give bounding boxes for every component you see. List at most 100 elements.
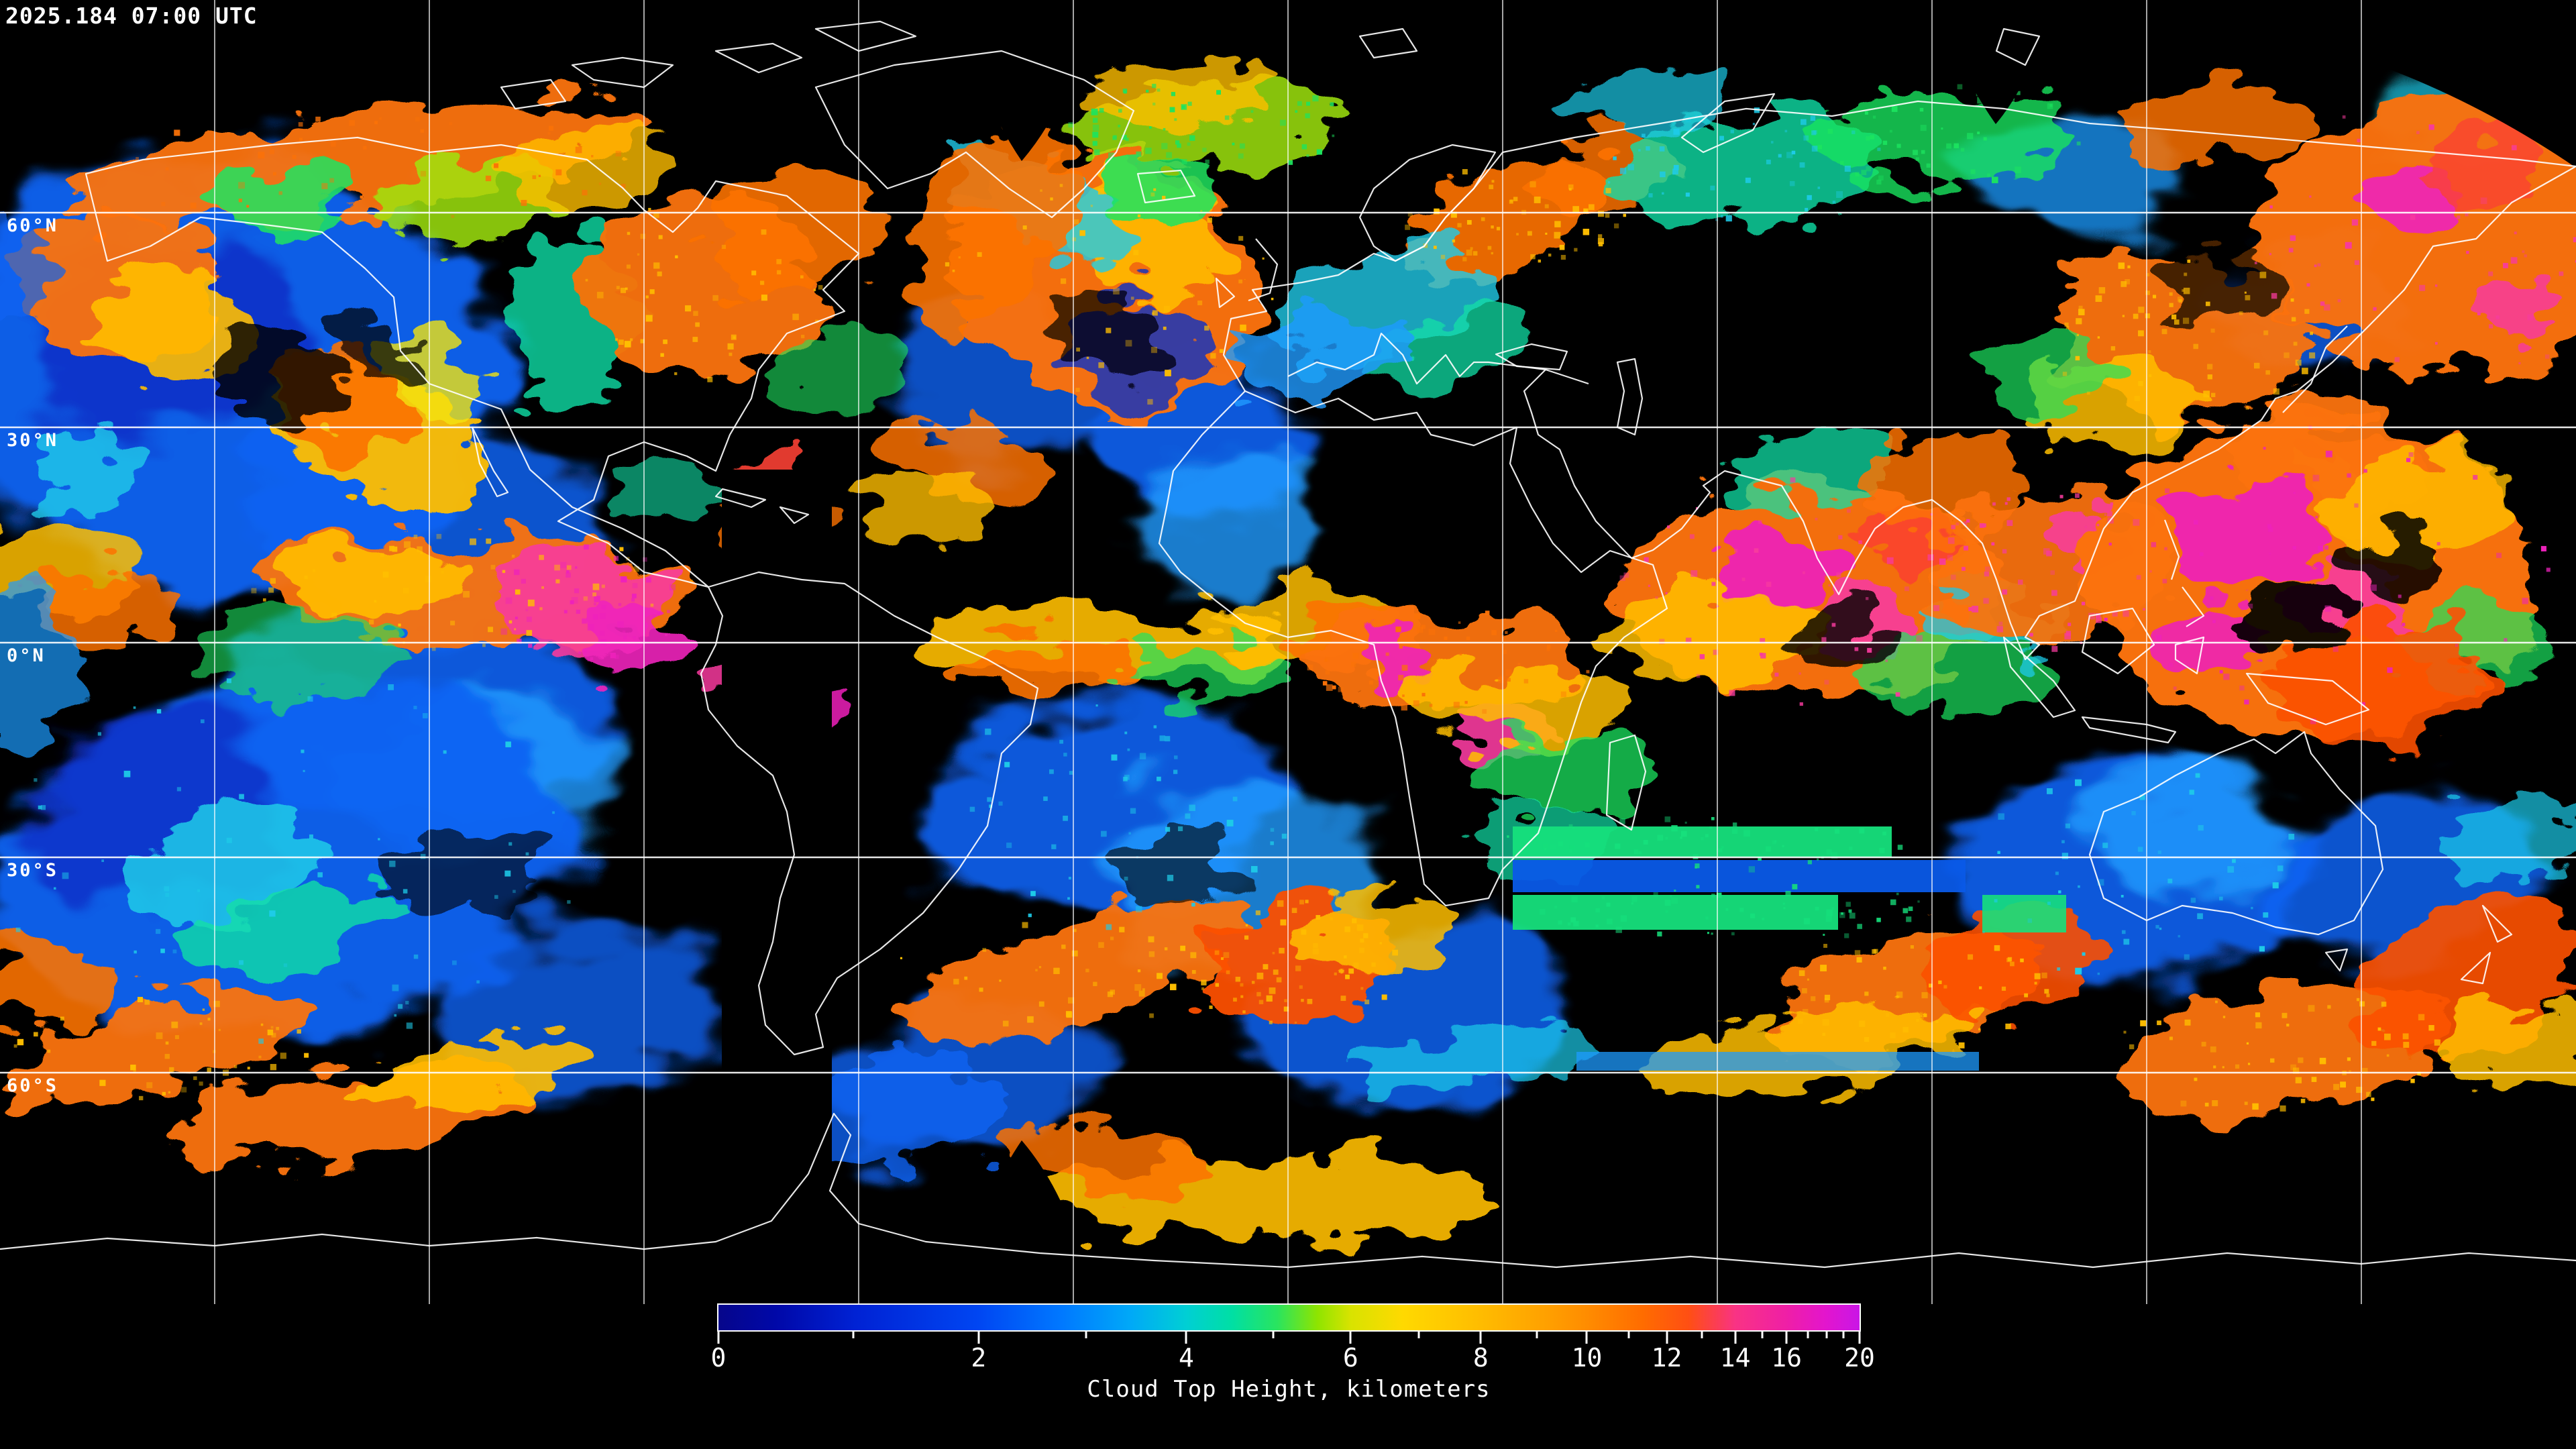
speckle bbox=[1813, 130, 1817, 135]
speckle bbox=[1803, 918, 1811, 924]
speckle bbox=[494, 895, 498, 899]
speckle bbox=[2057, 967, 2061, 971]
speckle bbox=[1792, 883, 1798, 890]
speckle bbox=[146, 1082, 153, 1089]
speckle bbox=[1982, 930, 1985, 934]
speckle bbox=[99, 1079, 106, 1086]
speckle bbox=[630, 649, 633, 652]
speckle bbox=[2227, 866, 2235, 873]
speckle bbox=[270, 578, 276, 584]
speckle bbox=[1523, 679, 1529, 684]
cloud-blob bbox=[1358, 637, 1439, 691]
speckle bbox=[1270, 828, 1275, 832]
speckle bbox=[1181, 158, 1187, 164]
speckle bbox=[389, 545, 395, 551]
speckle bbox=[1301, 929, 1307, 935]
speckle bbox=[312, 569, 316, 572]
speckle bbox=[2184, 954, 2190, 960]
speckle bbox=[2010, 961, 2015, 967]
speckle bbox=[1111, 754, 1118, 761]
speckle bbox=[1720, 215, 1723, 218]
speckle bbox=[2024, 993, 2029, 998]
speckle bbox=[958, 256, 961, 259]
speckle bbox=[1642, 133, 1646, 138]
speckle bbox=[2310, 331, 2314, 335]
speckle bbox=[1235, 977, 1241, 982]
speckle bbox=[2290, 235, 2296, 241]
speckle bbox=[2005, 1023, 2011, 1030]
speckle bbox=[1979, 986, 1982, 989]
colorbar-minor-tick bbox=[1761, 1330, 1764, 1338]
coastline bbox=[571, 56, 674, 89]
speckle bbox=[1671, 897, 1678, 904]
speckle bbox=[1606, 918, 1613, 925]
speckle bbox=[2078, 305, 2083, 310]
speckle bbox=[1872, 115, 1876, 119]
speckle bbox=[402, 889, 408, 894]
speckle bbox=[2371, 1097, 2375, 1102]
speckle bbox=[1392, 949, 1398, 956]
speckle bbox=[1546, 648, 1550, 651]
speckle bbox=[2034, 981, 2037, 985]
speckle bbox=[2573, 237, 2576, 243]
speckle bbox=[566, 572, 571, 578]
speckle bbox=[1902, 908, 1909, 914]
speckle bbox=[1845, 902, 1851, 907]
speckle bbox=[2247, 1063, 2251, 1065]
speckle bbox=[330, 141, 336, 147]
speckle bbox=[1332, 685, 1336, 690]
speckle bbox=[1920, 125, 1927, 131]
speckle bbox=[389, 861, 396, 867]
cloud-blob bbox=[2147, 241, 2281, 322]
speckle bbox=[1245, 924, 1248, 927]
speckle bbox=[2402, 623, 2406, 627]
speckle bbox=[2263, 912, 2269, 918]
speckle bbox=[1163, 127, 1166, 131]
speckle bbox=[1085, 969, 1089, 973]
speckle bbox=[2253, 362, 2260, 369]
speckle bbox=[1491, 225, 1494, 229]
speckle bbox=[727, 343, 734, 350]
speckle bbox=[1169, 107, 1175, 113]
speckle bbox=[1848, 909, 1852, 913]
cloud-blob bbox=[0, 590, 74, 751]
speckle bbox=[633, 636, 636, 639]
speckle bbox=[1817, 145, 1823, 150]
speckle bbox=[1619, 168, 1627, 174]
speckle bbox=[1189, 804, 1195, 811]
speckle bbox=[1858, 540, 1862, 545]
speckle bbox=[2319, 1057, 2326, 1065]
speckle bbox=[2058, 890, 2061, 894]
speckle bbox=[349, 120, 355, 126]
colorbar-title: Cloud Top Height, kilometers bbox=[1087, 1376, 1491, 1403]
speckle bbox=[621, 287, 627, 293]
latitude-label: 60°S bbox=[7, 1075, 59, 1096]
speckle bbox=[1657, 835, 1664, 841]
speckle bbox=[1915, 157, 1919, 161]
speckle bbox=[574, 588, 580, 594]
speckle bbox=[2210, 392, 2216, 397]
colorbar-tick-label: 14 bbox=[1719, 1343, 1751, 1373]
cloud-blob bbox=[711, 166, 879, 297]
speckle bbox=[258, 1038, 264, 1044]
cloud-blob bbox=[1607, 109, 1882, 226]
speckle bbox=[1943, 985, 1947, 989]
speckle bbox=[1847, 508, 1851, 513]
speckle bbox=[514, 569, 520, 576]
speckle bbox=[415, 117, 420, 122]
speckle bbox=[1402, 694, 1405, 697]
speckle bbox=[1505, 631, 1508, 635]
speckle bbox=[1861, 170, 1867, 176]
speckle bbox=[1538, 259, 1542, 263]
speckle bbox=[2477, 312, 2481, 316]
speckle bbox=[1573, 920, 1579, 927]
speckle bbox=[1896, 144, 1901, 148]
speckle bbox=[1072, 237, 1077, 241]
speckle bbox=[1902, 1026, 1909, 1033]
speckle bbox=[1595, 924, 1599, 928]
speckle bbox=[1277, 900, 1284, 907]
speckle bbox=[1926, 163, 1931, 168]
speckle bbox=[1181, 105, 1185, 109]
speckle bbox=[2134, 396, 2140, 402]
coastline bbox=[2282, 325, 2348, 413]
